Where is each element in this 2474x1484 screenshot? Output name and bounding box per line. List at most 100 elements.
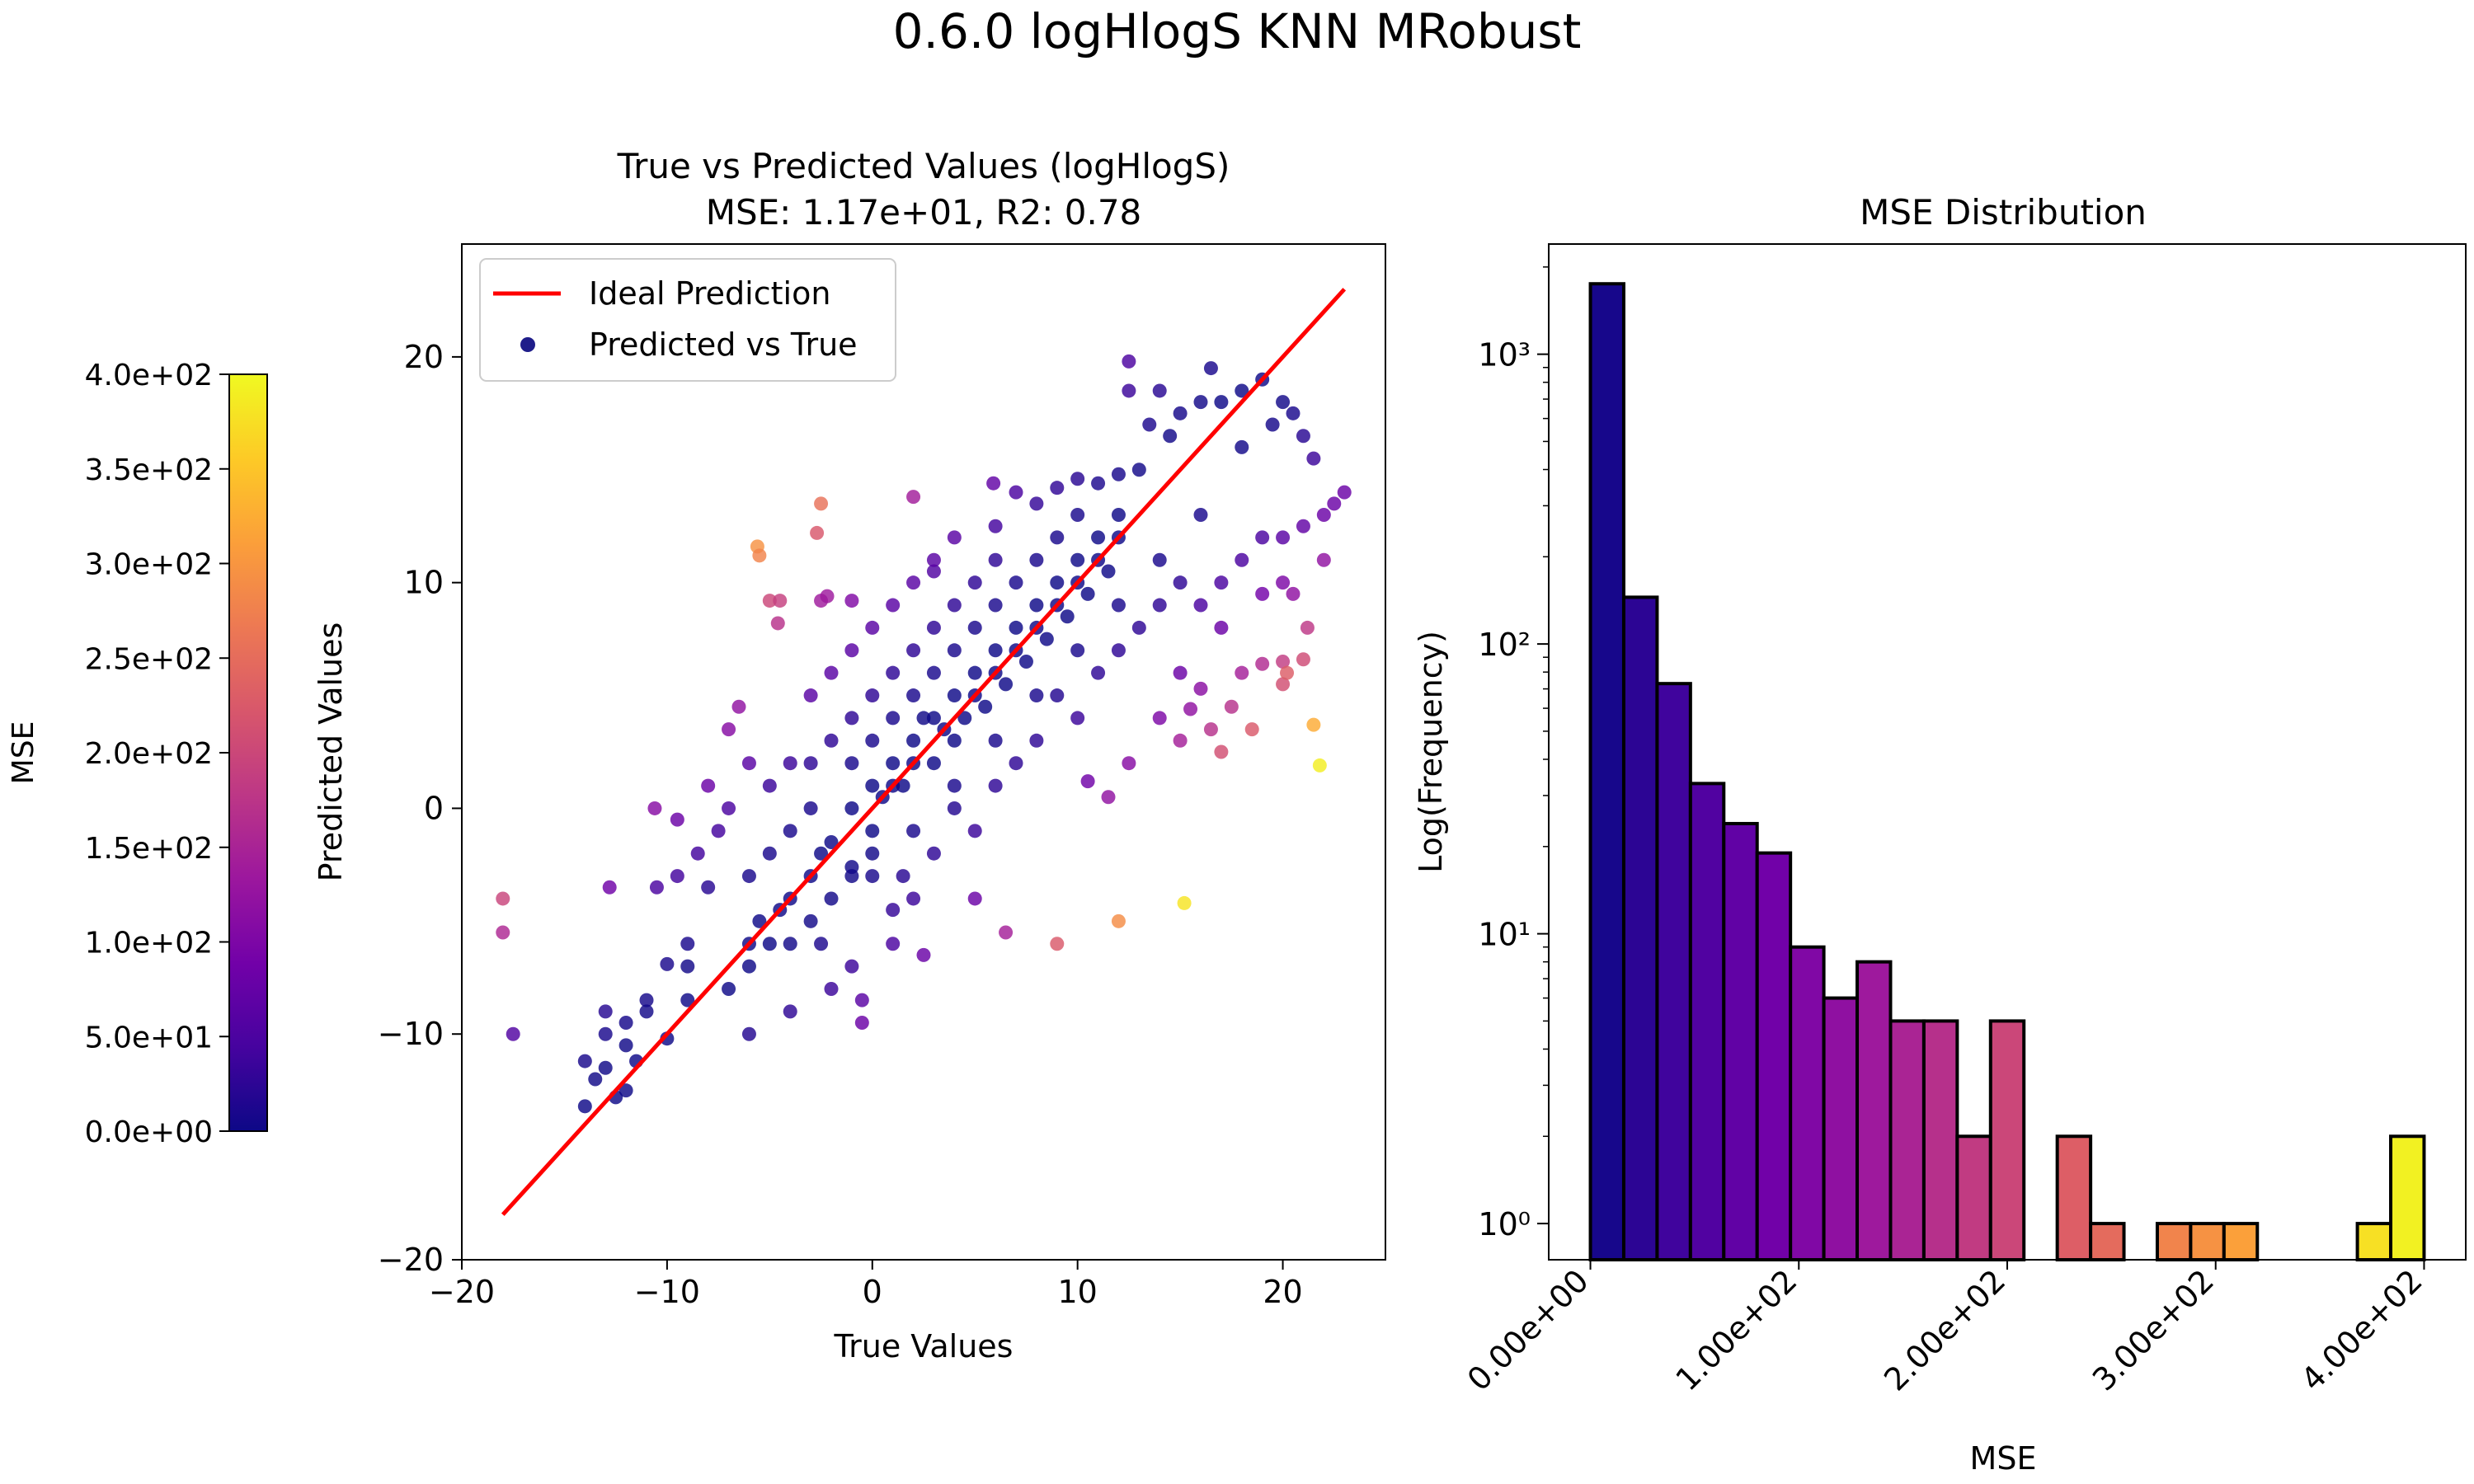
scatter-point bbox=[865, 869, 880, 884]
scatter-point bbox=[886, 665, 901, 680]
scatter-point bbox=[577, 1099, 592, 1114]
scatter-point bbox=[1060, 609, 1075, 624]
scatter-point bbox=[844, 756, 859, 771]
scatter-y-axis-label: Predicted Values bbox=[313, 622, 349, 882]
histogram-y-axis-label: Log(Frequency) bbox=[1413, 631, 1449, 873]
colorbar-label: MSE bbox=[7, 721, 40, 785]
scatter-point bbox=[1173, 733, 1188, 748]
scatter-point bbox=[1327, 496, 1342, 511]
scatter-point bbox=[618, 1083, 633, 1098]
scatter-point bbox=[762, 846, 777, 861]
scatter-point bbox=[1286, 406, 1300, 420]
scatter-point bbox=[967, 891, 982, 906]
scatter-point bbox=[886, 756, 901, 771]
scatter-point bbox=[947, 530, 962, 545]
scatter-point bbox=[906, 891, 921, 906]
scatter-point bbox=[1214, 575, 1229, 590]
scatter-point bbox=[762, 594, 777, 608]
histogram-y-tick-label: 10³ bbox=[1478, 337, 1531, 373]
scatter-point bbox=[803, 913, 818, 928]
scatter-point bbox=[1039, 632, 1054, 646]
scatter-point bbox=[577, 1054, 592, 1068]
scatter-point bbox=[741, 756, 756, 771]
scatter-point bbox=[741, 959, 756, 974]
scatter-point bbox=[1173, 406, 1188, 420]
scatter-point bbox=[496, 925, 510, 940]
scatter-point bbox=[1111, 508, 1126, 523]
scatter-subtitle: MSE: 1.17e+01, R2: 0.78 bbox=[706, 192, 1142, 232]
scatter-point bbox=[844, 643, 859, 658]
scatter-point bbox=[947, 778, 962, 793]
scatter-point bbox=[1152, 598, 1167, 613]
scatter-point bbox=[690, 846, 705, 861]
histogram-bar bbox=[1588, 282, 1625, 1262]
scatter-point bbox=[1214, 744, 1229, 759]
scatter-point bbox=[947, 643, 962, 658]
histogram-bar bbox=[2189, 1222, 2226, 1261]
histogram-bar bbox=[1988, 1019, 2026, 1262]
scatter-x-axis-label: True Values bbox=[834, 1328, 1014, 1364]
scatter-point bbox=[1316, 552, 1331, 567]
histogram-bar bbox=[1655, 682, 1692, 1261]
scatter-point bbox=[1152, 552, 1167, 567]
histogram-bar bbox=[1789, 945, 1826, 1261]
scatter-point bbox=[906, 824, 921, 838]
scatter-point bbox=[1070, 643, 1085, 658]
histogram-bars bbox=[1588, 282, 2426, 1262]
scatter-point bbox=[906, 733, 921, 748]
scatter-point bbox=[1070, 552, 1085, 567]
scatter-point bbox=[602, 880, 617, 895]
scatter-y-tick-label: 0 bbox=[424, 790, 444, 826]
scatter-points bbox=[496, 354, 1352, 1114]
scatter-point bbox=[1091, 476, 1106, 491]
scatter-point bbox=[1193, 681, 1208, 696]
scatter-point bbox=[814, 496, 829, 511]
scatter-point bbox=[1276, 395, 1291, 410]
scatter-point bbox=[1142, 417, 1157, 432]
scatter-point bbox=[680, 959, 695, 974]
scatter-point bbox=[865, 620, 880, 635]
scatter-y-tick-label: −10 bbox=[378, 1016, 444, 1052]
scatter-point bbox=[947, 598, 962, 613]
scatter-point bbox=[824, 981, 839, 996]
scatter-point bbox=[1009, 485, 1023, 500]
scatter-point bbox=[988, 733, 1003, 748]
histogram-bar bbox=[2389, 1134, 2426, 1261]
colorbar-gradient bbox=[228, 373, 268, 1132]
scatter-y-tick-label: 10 bbox=[404, 565, 444, 601]
scatter-point bbox=[783, 937, 797, 951]
histogram-bar bbox=[1822, 996, 1860, 1261]
histogram-x-tick-label: 4.00e+02 bbox=[2294, 1262, 2429, 1397]
scatter-point bbox=[1296, 652, 1310, 667]
scatter-point bbox=[670, 869, 684, 884]
scatter-point bbox=[1131, 463, 1146, 477]
scatter-point bbox=[906, 490, 921, 505]
scatter-point bbox=[1235, 552, 1249, 567]
colorbar-tick-label: 3.5e+02 bbox=[85, 453, 213, 487]
scatter-point bbox=[1265, 417, 1280, 432]
colorbar: 0.0e+00 5.0e+01 1.0e+02 1.5e+02 2.0e+02 2.5e+… bbox=[7, 359, 268, 1149]
scatter-point bbox=[810, 525, 825, 540]
scatter-point bbox=[731, 699, 746, 714]
histogram-bar bbox=[1621, 595, 1659, 1261]
scatter-point bbox=[967, 575, 982, 590]
scatter-point bbox=[1152, 383, 1167, 398]
scatter-point bbox=[1276, 654, 1291, 669]
histogram-panel: MSE Distribution 0.00e+00 1.00e+02 2.00e+0… bbox=[1413, 192, 2467, 1477]
scatter-point bbox=[967, 824, 982, 838]
scatter-point bbox=[741, 869, 756, 884]
scatter-point bbox=[1296, 519, 1310, 533]
scatter-point bbox=[762, 778, 777, 793]
histogram-y-tick-label: 10⁰ bbox=[1478, 1206, 1531, 1242]
scatter-point bbox=[1203, 361, 1218, 376]
histogram-bar bbox=[1921, 1019, 1959, 1262]
scatter-point bbox=[803, 688, 818, 703]
scatter-point bbox=[886, 598, 901, 613]
scatter-point bbox=[649, 880, 664, 895]
scatter-point bbox=[1101, 790, 1116, 805]
colorbar-tick-label: 2.5e+02 bbox=[85, 642, 213, 676]
colorbar-tick-label: 0.0e+00 bbox=[85, 1115, 213, 1149]
scatter-point bbox=[1276, 530, 1291, 545]
scatter-point bbox=[1122, 383, 1136, 398]
scatter-point bbox=[1173, 575, 1188, 590]
